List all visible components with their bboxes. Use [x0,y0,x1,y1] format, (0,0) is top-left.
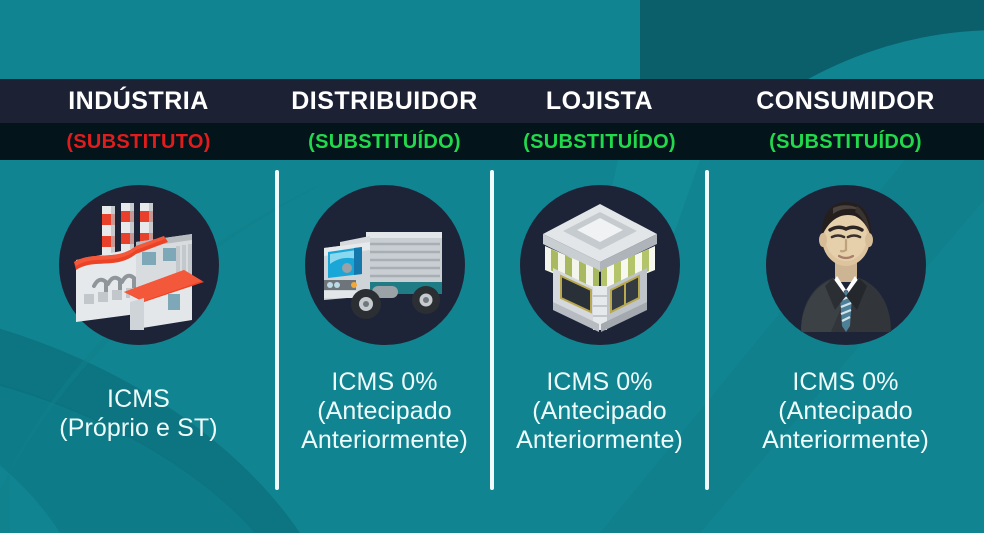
header-cell-lojista: LOJISTA [492,79,707,123]
column-industria: ICMS (Próprio e ST) [0,160,277,533]
role-label-consumidor: CONSUMIDOR [756,86,935,115]
icon-wrap-industria [58,185,219,345]
businessman-icon [800,202,891,332]
icon-wrap-consumidor [765,185,926,345]
column-lojista: ICMS 0% (Antecipado Anteriormente) [492,160,707,533]
storefront-icon [542,204,657,332]
icon-wrap-distribuidor [304,185,465,345]
delivery-truck-icon [323,232,442,319]
column-consumidor: ICMS 0% (Antecipado Anteriormente) [707,160,984,533]
role-name-band: INDÚSTRIA DISTRIBUIDOR LOJISTA CONSUMIDO… [0,79,984,123]
stage-columns: ICMS (Próprio e ST) [0,160,984,533]
icon-wrap-lojista [519,185,680,345]
status-cell-consumidor: (SUBSTITUÍDO) [707,123,984,160]
status-badge-industria: (SUBSTITUTO) [66,130,211,153]
column-divider-3 [705,170,709,490]
role-label-industria: INDÚSTRIA [68,86,209,115]
arc-band-lower-left-2 [0,328,300,533]
factory-icon [73,203,204,330]
caption-lojista: ICMS 0% (Antecipado Anteriormente) [516,368,683,454]
caption-distribuidor: ICMS 0% (Antecipado Anteriormente) [301,368,468,454]
caption-consumidor: ICMS 0% (Antecipado Anteriormente) [762,368,929,454]
status-cell-industria: (SUBSTITUTO) [0,123,277,160]
status-badge-lojista: (SUBSTITUÍDO) [523,130,676,153]
status-badge-distribuidor: (SUBSTITUÍDO) [308,130,461,153]
role-label-distribuidor: DISTRIBUIDOR [291,86,478,115]
status-badge-consumidor: (SUBSTITUÍDO) [769,130,922,153]
status-cell-lojista: (SUBSTITUÍDO) [492,123,707,160]
role-label-lojista: LOJISTA [545,86,654,115]
status-cell-distribuidor: (SUBSTITUÍDO) [277,123,492,160]
column-divider-2 [490,170,494,490]
column-distribuidor: ICMS 0% (Antecipado Anteriormente) [277,160,492,533]
column-divider-1 [275,170,279,490]
header-cell-distribuidor: DISTRIBUIDOR [277,79,492,123]
header-cell-industria: INDÚSTRIA [0,79,277,123]
arc-band-lower-left-1 [0,383,255,533]
role-status-band: (SUBSTITUTO) (SUBSTITUÍDO) (SUBSTITUÍDO)… [0,123,984,160]
header-cell-consumidor: CONSUMIDOR [707,79,984,123]
caption-industria: ICMS (Próprio e ST) [59,385,218,442]
